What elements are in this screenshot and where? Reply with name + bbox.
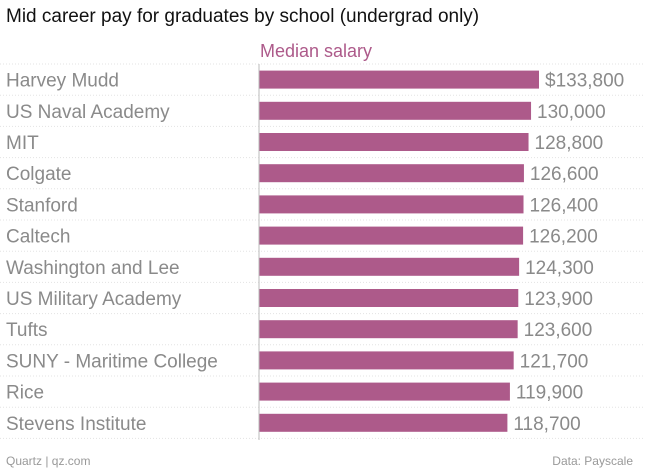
category-label: Stanford [6,195,78,216]
value-label: 119,900 [516,383,583,404]
value-label: 128,800 [535,133,604,154]
bar [259,164,524,183]
value-label: 121,700 [520,351,589,372]
bar [259,351,514,370]
bar [259,70,539,89]
bar [259,320,518,339]
bar [259,382,510,401]
category-label: SUNY - Maritime College [6,351,218,372]
category-label: US Naval Academy [6,102,170,123]
category-label: Washington and Lee [6,258,180,279]
chart-title: Mid career pay for graduates by school (… [6,6,480,27]
value-label: 123,600 [524,320,593,341]
value-label: 118,700 [513,414,580,435]
value-label: 126,400 [530,195,599,216]
bar [259,413,508,432]
footer-credit: Quartz | qz.com [6,454,91,468]
category-label: Caltech [6,227,70,248]
bar [259,101,532,120]
footer-source: Data: Payscale [552,454,633,468]
value-label: 123,900 [524,289,593,310]
category-label: Harvey Mudd [6,71,119,92]
bar [259,133,529,151]
category-label: US Military Academy [6,289,182,310]
value-label: 126,200 [529,227,598,248]
bar [259,195,524,214]
category-label: Tufts [6,320,48,341]
value-label: $133,800 [545,71,624,92]
series-label: Median salary [260,41,372,61]
bar [259,257,520,276]
value-label: 126,600 [530,164,599,185]
bar [259,289,519,307]
category-label: Rice [6,383,44,404]
category-label: MIT [6,133,39,154]
category-label: Colgate [6,164,72,185]
value-label: 124,300 [525,258,594,279]
category-label: Stevens Institute [6,414,146,435]
bar [259,226,524,245]
value-label: 130,000 [537,102,606,123]
